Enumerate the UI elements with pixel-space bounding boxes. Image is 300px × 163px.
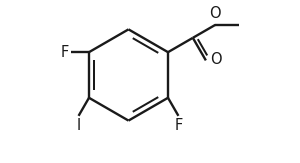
Text: O: O (210, 52, 222, 67)
Text: F: F (61, 45, 69, 60)
Text: O: O (210, 6, 221, 21)
Text: I: I (76, 118, 81, 133)
Text: F: F (174, 118, 183, 133)
